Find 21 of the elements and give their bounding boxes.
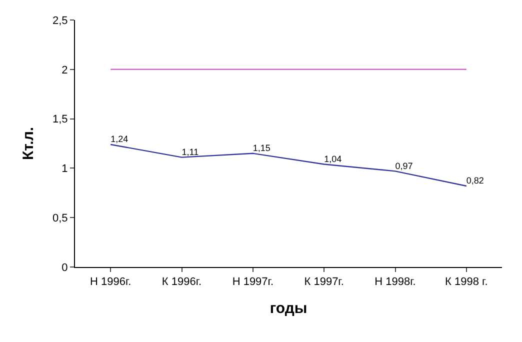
x-tick-label: К 1998 г. [445,276,488,288]
x-tick-label: Н 1998г. [374,276,416,288]
data-label: 0,82 [466,176,484,186]
x-tick-label: К 1997г. [304,276,344,288]
data-label: 1,15 [252,143,270,154]
data-label: 1,11 [182,147,199,158]
y-tick-label: 1,5 [52,114,68,126]
y-tick-label: 2,5 [52,14,68,27]
y-tick-label: 0 [62,262,68,274]
line-series [110,144,468,187]
y-tick-label: 0,5 [52,212,68,224]
x-tick-label: Н 1996г. [90,276,132,288]
x-tick-label: Н 1997г. [232,276,274,288]
data-label: 0,97 [395,160,413,171]
x-tick-label: К 1996г. [162,276,202,288]
y-tick-label: 1 [62,163,68,176]
data-label: 1,04 [324,154,342,164]
x-axis-title: годы [270,300,308,318]
data-label: 1,24 [110,134,128,144]
y-tick-label: 2 [62,64,68,76]
y-axis-title: Кт.л. [20,126,37,160]
